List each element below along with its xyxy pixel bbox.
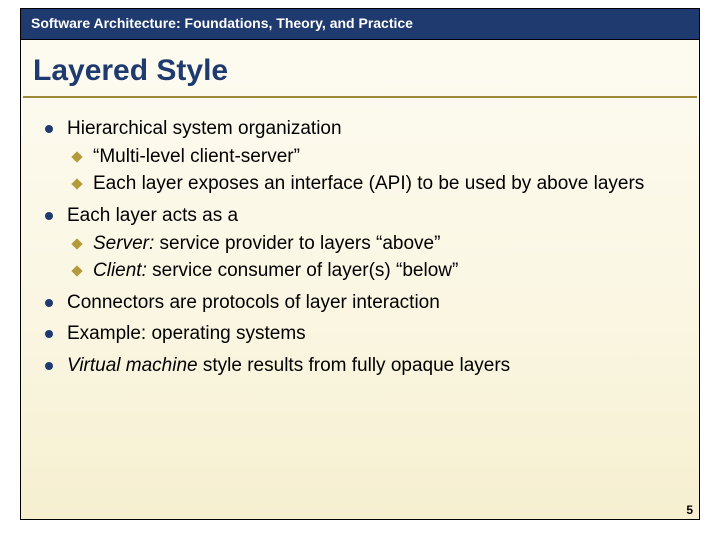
sub-text: Each layer exposes an interface (API) to… [93, 173, 644, 194]
bullet-text: Hierarchical system organization [67, 118, 342, 139]
slide-content: Hierarchical system organization “Multi-… [21, 98, 699, 395]
sub-item: “Multi-level client-server” [67, 144, 679, 170]
bullet-item: Each layer acts as a Server: service pro… [41, 203, 679, 284]
bullet-item: Connectors are protocols of layer intera… [41, 290, 679, 316]
bullet-lead: Virtual machine [67, 355, 198, 376]
sub-lead: Server: [93, 233, 154, 254]
header-bar: Software Architecture: Foundations, Theo… [21, 9, 699, 40]
sub-item: Each layer exposes an interface (API) to… [67, 171, 679, 197]
slide: Software Architecture: Foundations, Theo… [0, 0, 720, 540]
sub-list: “Multi-level client-server” Each layer e… [67, 144, 679, 197]
sub-item: Server: service provider to layers “abov… [67, 231, 679, 257]
slide-title: Layered Style [23, 40, 697, 98]
sub-list: Server: service provider to layers “abov… [67, 231, 679, 284]
slide-inner: Software Architecture: Foundations, Theo… [20, 8, 700, 520]
sub-lead: Client: [93, 260, 147, 281]
bullet-rest: style results from fully opaque layers [198, 355, 511, 376]
header-text: Software Architecture: Foundations, Theo… [31, 15, 413, 31]
sub-text: “Multi-level client-server” [93, 146, 300, 167]
bullet-item: Example: operating systems [41, 321, 679, 347]
bullet-list: Hierarchical system organization “Multi-… [41, 116, 679, 379]
sub-rest: service provider to layers “above” [154, 233, 440, 254]
bullet-text: Each layer acts as a [67, 205, 238, 226]
sub-rest: service consumer of layer(s) “below” [147, 260, 458, 281]
bullet-item: Virtual machine style results from fully… [41, 353, 679, 379]
sub-item: Client: service consumer of layer(s) “be… [67, 258, 679, 284]
bullet-text: Connectors are protocols of layer intera… [67, 292, 440, 313]
page-number: 5 [686, 503, 693, 517]
bullet-text: Example: operating systems [67, 323, 306, 344]
bullet-item: Hierarchical system organization “Multi-… [41, 116, 679, 197]
